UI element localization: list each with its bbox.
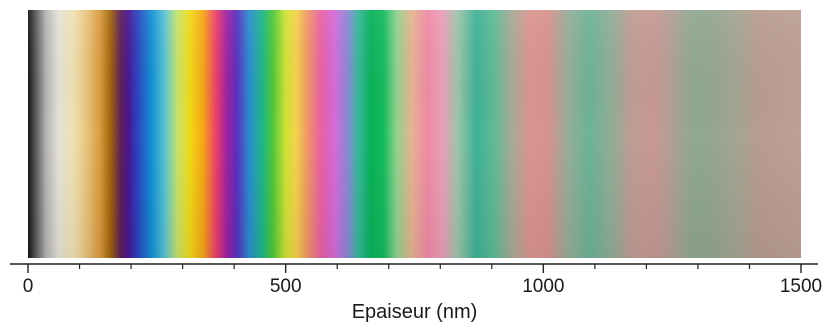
x-tick-label: 500 [270, 276, 302, 297]
x-tick-label: 0 [23, 276, 34, 297]
x-axis-label: Epaiseur (nm) [352, 301, 478, 323]
x-axis-tick-labels: 0 500 1000 1500 [23, 276, 822, 297]
x-axis: 0 500 1000 1500 Epaiseur (nm) [10, 263, 822, 323]
color-strip-shading [28, 10, 801, 258]
plot-area [28, 10, 801, 258]
x-tick-label: 1500 [780, 276, 822, 297]
x-axis-major-ticks [27, 264, 802, 273]
x-tick-label: 1000 [522, 276, 564, 297]
x-axis-minor-ticks [78, 264, 751, 269]
